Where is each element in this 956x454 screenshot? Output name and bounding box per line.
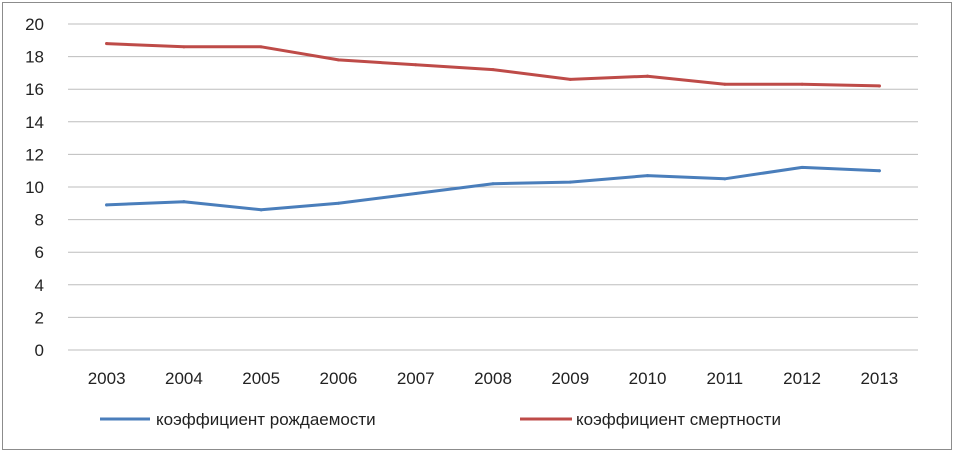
data-point	[800, 165, 804, 169]
y-tick-label: 0	[35, 341, 44, 360]
data-point	[105, 42, 109, 46]
data-point	[491, 68, 495, 72]
series-line-birth-rate	[105, 165, 881, 212]
x-tick-label: 2012	[783, 369, 821, 388]
x-tick-label: 2010	[629, 369, 667, 388]
y-tick-label: 16	[25, 80, 44, 99]
data-point	[182, 45, 186, 49]
data-point	[646, 74, 650, 78]
data-point	[723, 82, 727, 86]
y-tick-label: 12	[25, 145, 44, 164]
y-tick-label: 18	[25, 48, 44, 67]
data-point	[877, 169, 881, 173]
data-point	[646, 174, 650, 178]
gridlines	[68, 23, 918, 351]
series-line-death-rate	[105, 42, 881, 88]
data-point	[877, 84, 881, 88]
series-lines	[105, 42, 881, 212]
data-point	[105, 203, 109, 207]
x-tick-label: 2011	[707, 369, 744, 388]
y-tick-label: 6	[35, 243, 44, 262]
x-tick-label: 2003	[88, 369, 126, 388]
data-point	[414, 63, 418, 67]
x-axis-ticks: 2003 2004 2005 2006 2007 2008 2009 2010 2011 2012…	[88, 369, 899, 388]
data-point	[800, 82, 804, 86]
data-point	[259, 208, 263, 212]
y-tick-label: 14	[25, 113, 44, 132]
y-tick-label: 10	[25, 178, 44, 197]
data-point	[182, 200, 186, 204]
y-tick-label: 8	[35, 211, 44, 230]
x-tick-label: 2006	[320, 369, 358, 388]
y-tick-label: 4	[35, 276, 44, 295]
y-tick-label: 2	[35, 308, 44, 327]
x-tick-label: 2007	[397, 369, 435, 388]
data-point	[568, 180, 572, 184]
x-tick-label: 2005	[242, 369, 280, 388]
x-tick-label: 2013	[860, 369, 898, 388]
data-point	[336, 58, 340, 62]
legend: коэффициент рождаемости коэффициент смер…	[100, 410, 781, 429]
data-point	[491, 182, 495, 186]
data-point	[568, 77, 572, 81]
x-tick-label: 2004	[165, 369, 203, 388]
legend-label-birth-rate: коэффициент рождаемости	[156, 410, 376, 429]
y-axis-ticks: 0 2 4 6 8 10 12 14 16 18 20	[25, 15, 44, 360]
x-tick-label: 2009	[551, 369, 589, 388]
data-point	[336, 201, 340, 205]
data-point	[723, 177, 727, 181]
y-tick-label: 20	[25, 15, 44, 34]
x-tick-label: 2008	[474, 369, 512, 388]
data-point	[259, 45, 263, 49]
legend-label-death-rate: коэффициент смертности	[576, 410, 781, 429]
data-point	[414, 192, 418, 196]
